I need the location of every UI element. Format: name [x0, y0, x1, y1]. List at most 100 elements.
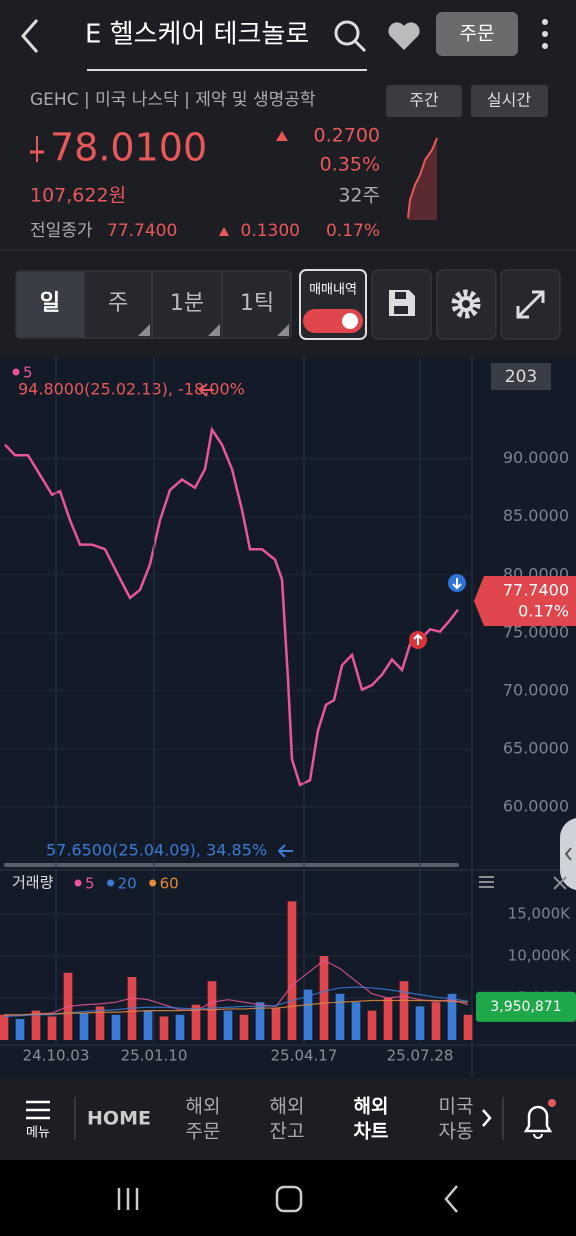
nav-item[interactable]: 해외 — [270, 1096, 305, 1118]
nav-home[interactable]: HOME — [87, 1108, 151, 1130]
nav-item[interactable]: 잔고 — [270, 1121, 305, 1143]
change: 0.2700 — [314, 125, 380, 147]
volume-bar — [431, 1002, 441, 1040]
count-box — [491, 363, 551, 390]
up-triangle — [219, 227, 229, 236]
volume-bar — [0, 1014, 9, 1040]
volume-bar — [335, 993, 345, 1040]
period-button[interactable]: 1틱 — [240, 291, 274, 316]
period-button[interactable]: 일 — [40, 291, 60, 316]
y-tick-label: 75.0000 — [503, 622, 569, 641]
legend-label: 60 — [160, 875, 179, 893]
stock-info: GEHC | 미국 나스닥 | 제약 및 생명공학 — [30, 90, 316, 110]
price: 78.0100 — [50, 126, 207, 170]
nav-item[interactable]: 미국 — [439, 1096, 474, 1118]
nav-item[interactable]: 주문 — [186, 1121, 221, 1143]
tab[interactable] — [471, 85, 548, 117]
last-volume-badge — [476, 991, 576, 1022]
toggle-knob — [342, 313, 358, 329]
volume-bar — [415, 1006, 425, 1040]
high-annotation: 94.8000(25.02.13), -18.00% — [18, 380, 245, 399]
y-tick-label: 90.0000 — [503, 448, 569, 467]
recent-apps[interactable] — [117, 1188, 139, 1210]
volume-ma-line — [4, 999, 469, 1016]
side-handle[interactable] — [559, 818, 576, 890]
volume-bar — [463, 1014, 473, 1040]
nav-item[interactable]: 차트 — [354, 1121, 389, 1143]
volume-bar — [447, 993, 457, 1040]
more-icon[interactable] — [542, 19, 548, 49]
legend-label: 20 — [118, 875, 137, 893]
legend-dot — [74, 879, 82, 887]
tab[interactable] — [386, 85, 462, 117]
nav-next[interactable] — [482, 1109, 492, 1127]
y-tick-label: 85.0000 — [503, 506, 569, 525]
volume-bar — [239, 1014, 249, 1040]
volume-bar — [191, 1004, 201, 1040]
volume-bar — [31, 1010, 41, 1040]
ma-line — [4, 426, 459, 787]
low-arrow — [277, 844, 293, 858]
volume-bar — [271, 1008, 281, 1040]
volume-bar — [111, 1014, 121, 1040]
trade-history-label: 매매내역 — [309, 283, 357, 298]
mini-chart — [408, 138, 437, 220]
stock-title: E 헬스케어 테크놀로 — [85, 20, 309, 50]
nav-item[interactable]: 해외 — [186, 1096, 221, 1118]
volume-bar — [351, 1002, 361, 1040]
y-tick-label: 70.0000 — [503, 680, 569, 699]
count: 203 — [505, 367, 537, 387]
search-icon[interactable] — [334, 20, 367, 53]
favorite-icon[interactable] — [388, 22, 420, 50]
low-annotation: 57.6500(25.04.09), 34.85% — [46, 841, 267, 860]
volume-bar — [79, 1013, 89, 1040]
high-arrow — [198, 383, 214, 397]
x-tick-label: 25.07.28 — [387, 1047, 454, 1065]
tab-label: 주간 — [409, 91, 439, 110]
order-button[interactable] — [436, 12, 518, 56]
krw-price: 107,622원 — [30, 185, 126, 207]
volume-menu[interactable] — [479, 876, 494, 888]
volume-bar — [47, 1016, 57, 1040]
change-pct: 0.35% — [320, 154, 380, 176]
nav-item[interactable]: 자동 — [439, 1121, 474, 1143]
date-axis-panel — [0, 1045, 576, 1078]
period-button[interactable]: 1분 — [170, 291, 204, 316]
last-price-badge — [474, 576, 576, 627]
y-tick-label: 60.0000 — [503, 796, 569, 815]
menu-label: 메뉴 — [26, 1126, 50, 1141]
mini-chart-line — [407, 137, 438, 219]
x-tick-label: 24.10.03 — [23, 1047, 90, 1065]
volume-bar — [399, 981, 409, 1040]
prev-change: 0.1300 — [241, 221, 300, 241]
notification-icon[interactable] — [523, 1099, 556, 1139]
legend-dot — [107, 879, 115, 887]
menu-icon[interactable] — [26, 1100, 50, 1120]
prev-close-label: 전일종가 — [30, 221, 93, 241]
volume-bar — [287, 901, 297, 1040]
period-button[interactable]: 주 — [108, 291, 128, 316]
x-tick-label: 25.04.17 — [271, 1047, 338, 1065]
volume-bar — [143, 1010, 153, 1040]
prev-change-pct: 0.17% — [326, 221, 380, 241]
volume: 32주 — [338, 185, 380, 207]
system-back[interactable] — [444, 1185, 458, 1213]
system-bar — [0, 1160, 576, 1236]
volume-bar — [367, 1010, 377, 1040]
legend-label: 5 — [85, 875, 95, 893]
nav-item[interactable]: 해외 — [354, 1096, 389, 1118]
home-button[interactable] — [275, 1185, 303, 1213]
scrollbar[interactable] — [4, 863, 459, 867]
order-button-label: 주문 — [460, 23, 495, 45]
bottom-nav — [0, 1078, 576, 1160]
legend-dot — [12, 368, 20, 376]
legend-dot — [149, 879, 157, 887]
x-tick-label: 25.01.10 — [121, 1047, 188, 1065]
period-selected — [17, 272, 84, 337]
volume-bar — [223, 1010, 233, 1040]
volume-close[interactable] — [553, 876, 567, 890]
y-tick-label: 15,000K — [508, 905, 571, 923]
y-tick-label: 65.0000 — [503, 738, 569, 757]
back-button[interactable] — [21, 19, 39, 53]
